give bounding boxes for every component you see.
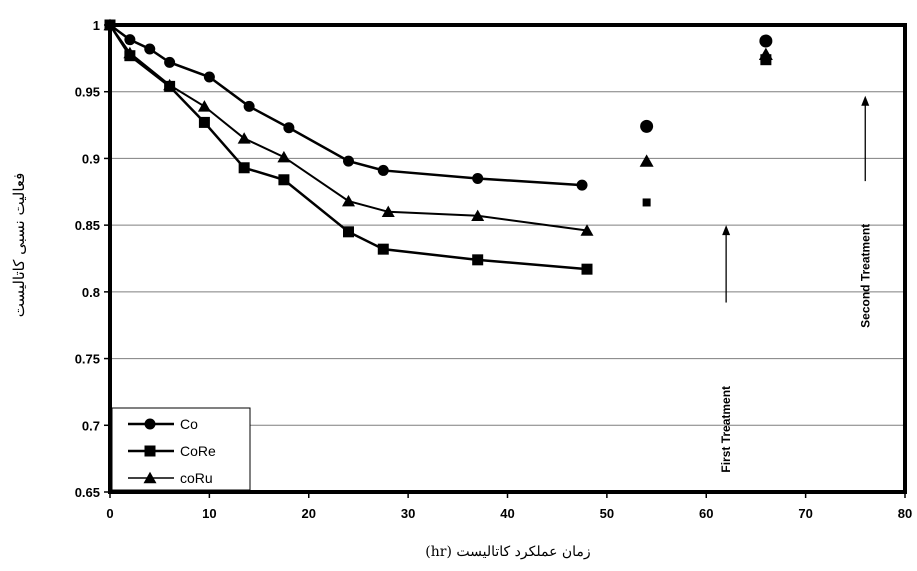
data-point	[144, 43, 156, 55]
legend-item-core: CoRe	[128, 443, 216, 459]
data-point	[278, 174, 290, 186]
data-point	[576, 179, 588, 191]
legend-item-co: Co	[128, 416, 198, 432]
y-tick-label: 1	[93, 18, 100, 33]
legend-label: Co	[180, 416, 198, 432]
x-tick-label: 60	[699, 506, 713, 521]
data-point	[237, 132, 251, 144]
y-tick-label: 0.85	[75, 218, 100, 233]
data-point	[343, 155, 354, 167]
legend-item-coru: coRu	[128, 470, 213, 486]
legend-label: coRu	[180, 470, 213, 486]
x-tick-label: 80	[898, 506, 912, 521]
legend-label: CoRe	[180, 443, 216, 459]
series-line	[109, 24, 588, 232]
data-point	[203, 71, 215, 83]
annotation-arrow-head	[861, 95, 870, 106]
y-tick-label: 0.8	[82, 285, 100, 300]
x-axis-title: زمان عملکرد کاتالیست (hr)	[425, 544, 590, 560]
data-point	[758, 47, 773, 61]
y-tick-label: 0.95	[75, 85, 100, 100]
x-tick-label: 70	[798, 506, 812, 521]
data-point	[381, 205, 395, 218]
series-line	[108, 24, 588, 271]
x-tick-label: 30	[401, 506, 415, 521]
legend-swatch-marker	[144, 445, 156, 457]
data-point	[238, 162, 250, 174]
data-point	[471, 209, 485, 222]
series-coru	[103, 18, 773, 236]
data-point	[164, 56, 176, 68]
data-point	[472, 254, 484, 266]
x-tick-label: 0	[106, 506, 113, 521]
data-point	[283, 122, 295, 134]
annotation-label: Second Treatment	[858, 224, 872, 328]
series-co	[104, 19, 773, 191]
data-point	[759, 34, 773, 48]
annotation-first-treatment: First Treatment	[719, 225, 733, 473]
data-point	[243, 100, 255, 112]
x-tick-label: 40	[500, 506, 514, 521]
x-tick-label: 10	[202, 506, 216, 521]
x-tick-label: 50	[600, 506, 614, 521]
data-point	[377, 243, 389, 255]
annotation-label: First Treatment	[719, 386, 733, 473]
data-point	[581, 263, 593, 275]
y-tick-label: 0.9	[82, 151, 100, 166]
series-core	[104, 19, 772, 275]
annotation-second-treatment: Second Treatment	[858, 95, 872, 328]
data-point	[342, 194, 355, 207]
legend-swatch-marker	[143, 471, 157, 484]
y-tick-label: 0.65	[75, 485, 100, 500]
data-point	[103, 18, 117, 31]
data-point	[163, 78, 177, 91]
data-point	[472, 172, 484, 184]
legend: Co CoRe coRu	[111, 407, 251, 491]
y-tick-label: 0.7	[82, 418, 100, 433]
data-point	[198, 116, 210, 128]
data-point	[277, 150, 291, 163]
annotation-arrow-head	[722, 225, 731, 236]
data-point	[377, 164, 389, 176]
data-point	[124, 34, 136, 46]
data-point	[343, 226, 354, 238]
legend-box	[111, 407, 251, 491]
data-point	[197, 100, 211, 112]
data-point	[580, 224, 594, 236]
y-tick-label: 0.75	[75, 352, 100, 367]
legend-swatch-marker	[144, 418, 156, 430]
y-axis-title: فعالیت نسبی کاتالیست	[10, 173, 28, 318]
data-point	[642, 198, 651, 207]
data-point	[639, 154, 654, 167]
data-point	[123, 46, 137, 59]
x-tick-label: 20	[302, 506, 316, 521]
data-point	[640, 119, 654, 133]
